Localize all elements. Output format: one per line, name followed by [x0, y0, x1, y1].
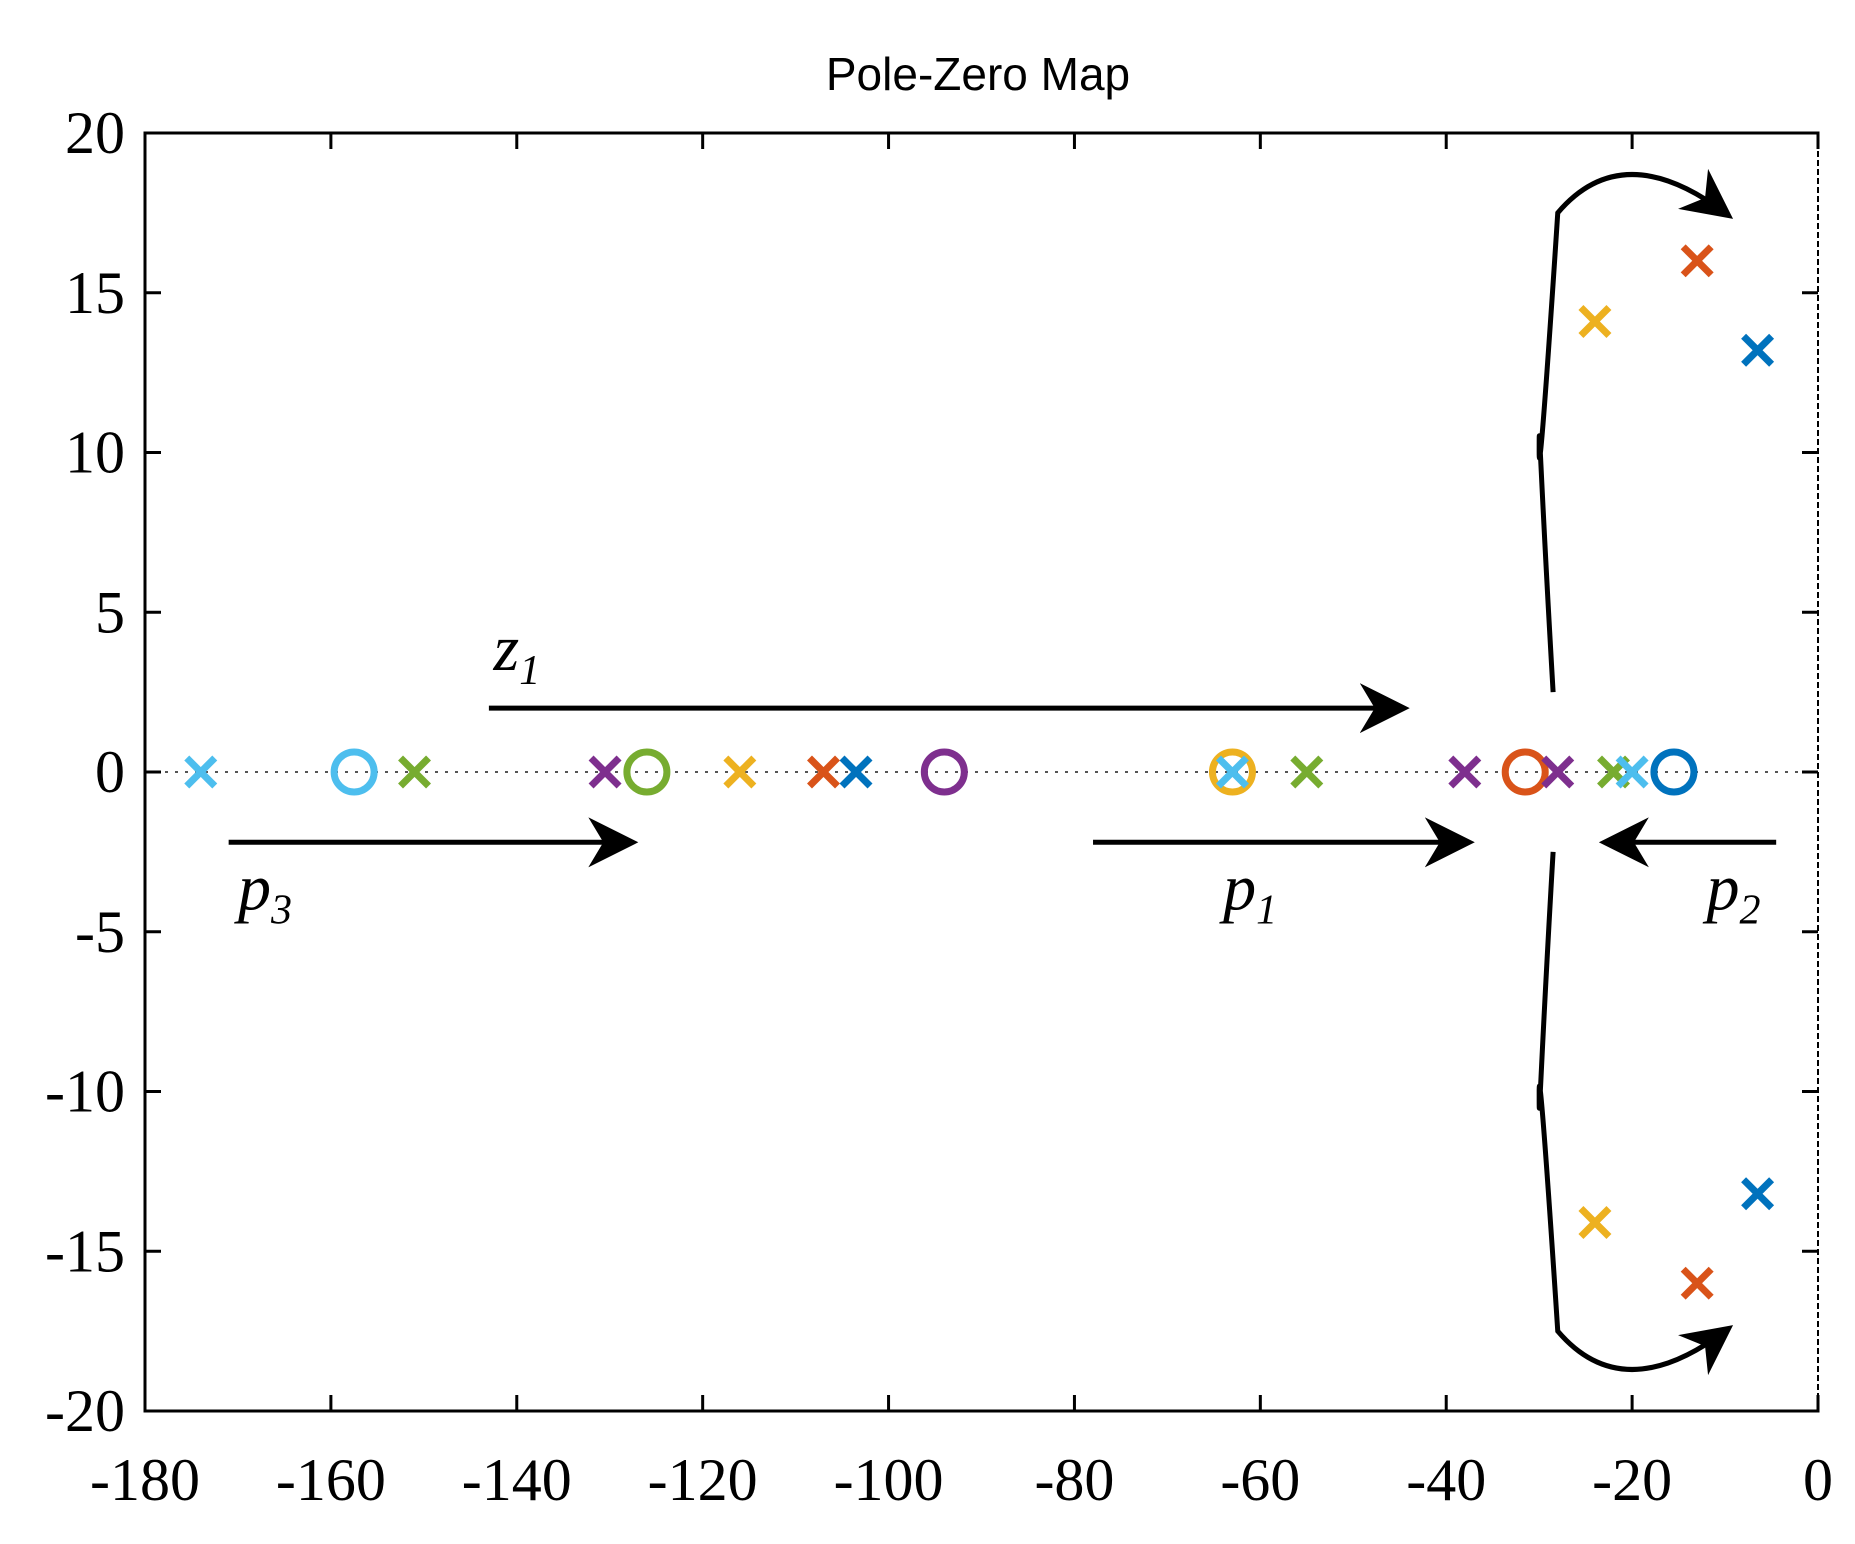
pole-marker-cyan: [184, 755, 218, 789]
pole-stroke: [1615, 755, 1649, 789]
pole-marker-cyan: [1215, 755, 1249, 789]
x-tick-label: -80: [1034, 1447, 1114, 1513]
y-tick-label: -10: [45, 1059, 125, 1125]
y-tick-label: 20: [65, 100, 125, 166]
pole-stroke: [723, 755, 757, 789]
pole-marker-blue: [1741, 1177, 1775, 1211]
y-tick-label: 10: [65, 420, 125, 486]
y-tick-label: -20: [45, 1378, 125, 1444]
pole-stroke: [1448, 755, 1482, 789]
label-p2-subscript: 2: [1739, 887, 1760, 933]
pole-stroke: [1541, 755, 1575, 789]
pole-marker-purple: [588, 755, 622, 789]
pole-stroke: [839, 755, 873, 789]
zero-marker-orange: [1501, 748, 1549, 796]
label-p3-subscript: 3: [270, 887, 292, 933]
zero-marker-purple: [920, 748, 968, 796]
pole-stroke: [398, 755, 432, 789]
label-p3: p3: [234, 851, 292, 933]
y-tick-label: 0: [95, 739, 125, 805]
pole-marker-blue: [1741, 333, 1775, 367]
zero-marker-green: [623, 748, 671, 796]
root-locus-arrow-lower-branch: [1536, 851, 1734, 1376]
y-tick-label: -5: [75, 899, 125, 965]
pole-marker-yellow: [723, 755, 757, 789]
zero-marker-cyan: [330, 748, 378, 796]
pole-stroke: [807, 755, 840, 789]
pole-marker-orange: [807, 755, 840, 789]
x-tick-label: -100: [834, 1447, 944, 1513]
pole-marker-orange: [1680, 244, 1714, 278]
y-tick-label: -15: [45, 1218, 125, 1284]
x-tick-label: -140: [462, 1447, 572, 1513]
pole-stroke: [1741, 333, 1775, 367]
pole-marker-purple: [1541, 755, 1575, 789]
zero-marker-blue: [1650, 748, 1698, 796]
x-tick-label: 0: [1803, 1447, 1833, 1513]
pole-stroke: [1290, 755, 1324, 789]
root-locus-arrow-upper-branch: [1536, 168, 1734, 693]
y-tick-label: 15: [65, 260, 125, 326]
label-z1: z1: [493, 612, 541, 694]
x-tick-label: -20: [1592, 1447, 1672, 1513]
label-p2: p2: [1702, 851, 1760, 933]
zero-marker-yellow: [1208, 748, 1256, 796]
chart-title: Pole-Zero Map: [826, 48, 1130, 100]
pole-stroke: [1578, 305, 1612, 338]
pole-marker-orange: [1680, 1266, 1714, 1300]
pole-marker-cyan: [1615, 755, 1649, 789]
pole-stroke: [184, 755, 218, 789]
label-p1-subscript: 1: [1256, 887, 1277, 933]
pole-marker-yellow: [1578, 305, 1612, 338]
x-tick-label: -160: [276, 1447, 386, 1513]
y-tick-label: 5: [95, 579, 125, 645]
pole-stroke: [1741, 1177, 1775, 1211]
pole-stroke: [1680, 1266, 1714, 1300]
plot-area: -180 -160 -140 -120 -100 -80 -60 -40 -20 0-20-15-…: [45, 100, 1833, 1513]
pole-marker-green: [1290, 755, 1324, 789]
pole-stroke: [1680, 244, 1714, 278]
x-tick-label: -60: [1220, 1447, 1300, 1513]
pole-stroke: [588, 755, 622, 789]
pole-marker-purple: [1448, 755, 1482, 789]
label-p1: p1: [1219, 851, 1277, 933]
pole-stroke: [1215, 755, 1249, 789]
pole-marker-green: [398, 755, 432, 789]
pole-stroke: [1578, 1206, 1612, 1239]
x-tick-label: -180: [90, 1447, 200, 1513]
x-tick-label: -40: [1406, 1447, 1486, 1513]
label-z1-subscript: 1: [519, 648, 540, 694]
pole-marker-blue: [839, 755, 873, 789]
x-tick-label: -120: [648, 1447, 758, 1513]
pole-marker-yellow: [1578, 1206, 1612, 1239]
